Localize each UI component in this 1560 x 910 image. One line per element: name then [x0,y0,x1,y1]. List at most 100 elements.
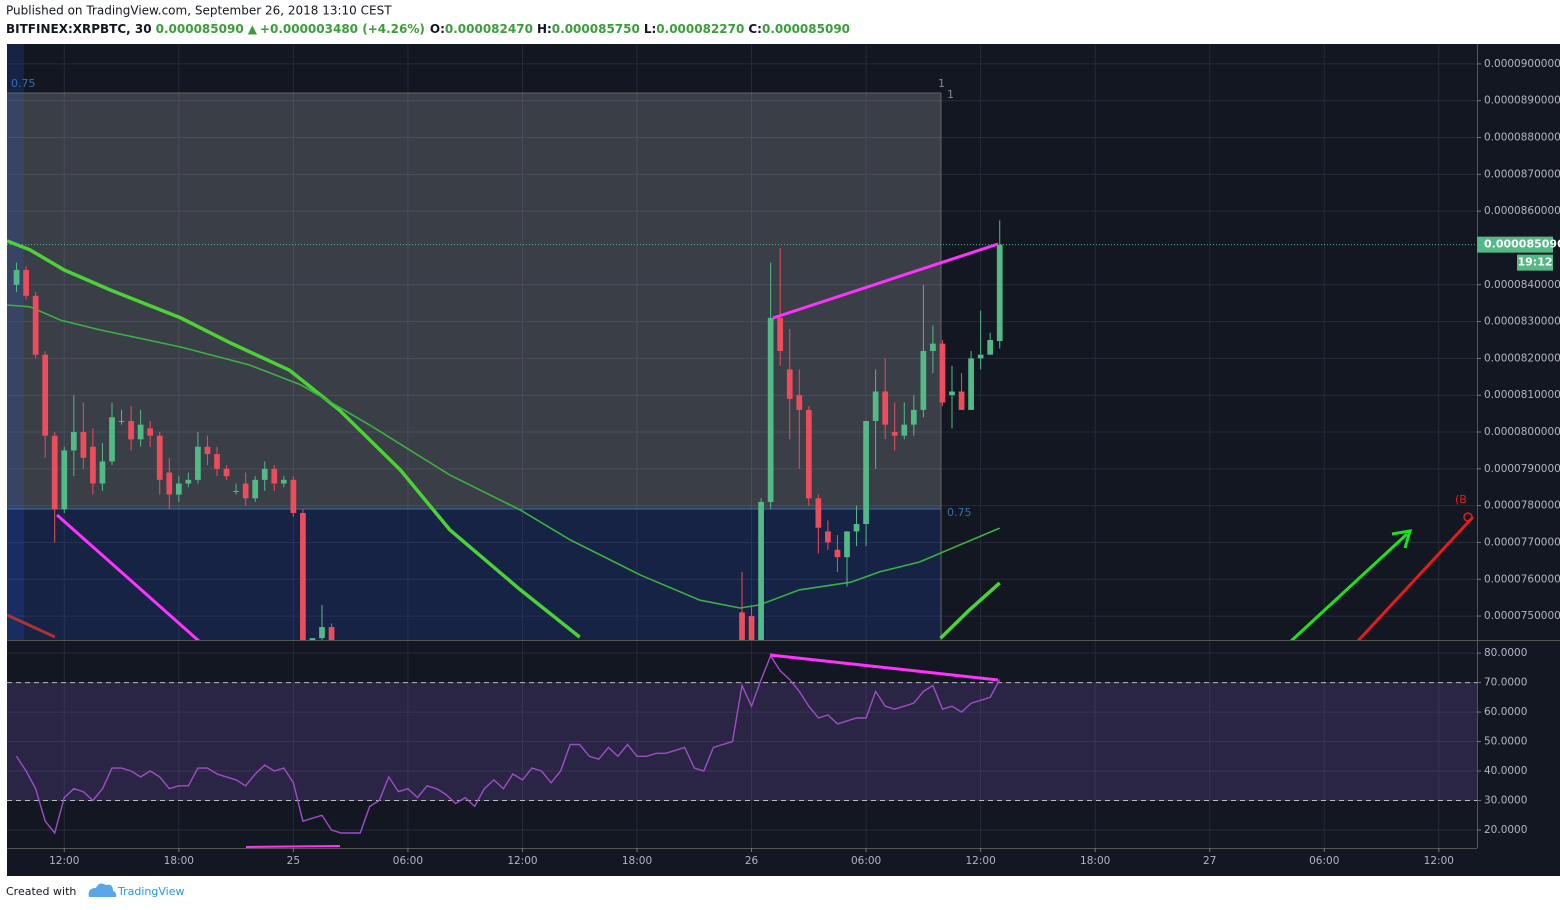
candle-body [882,391,889,425]
candle-body [156,435,163,480]
candle-body [280,479,287,484]
y-tick-label: 0.0000870000 [1484,168,1560,180]
change-arrow: ▲ [248,22,258,36]
fib-band [7,44,24,640]
candle-body [185,479,192,484]
x-tick-label: 06:00 [851,855,881,867]
candle-body [118,420,125,422]
candle-body [767,317,774,502]
countdown: 19:12 [1517,256,1552,269]
candle-body [70,432,77,451]
candle-body [844,531,850,558]
candle-body [777,317,784,352]
candle-body [939,343,946,403]
candle-body [786,369,793,399]
rsi-pane [7,654,1477,835]
candle-body [328,627,335,640]
x-tick-label: 25 [287,855,300,867]
candle-body [242,483,249,499]
candle-body [214,454,220,469]
symbol: BITFINEX:XRPBTC, 30 [6,22,152,36]
candle-body [290,479,297,513]
candle-body [42,354,49,436]
symbol-line: BITFINEX:XRPBTC, 30 0.000085090 ▲ +0.000003… [6,22,850,36]
candle-body [252,479,259,499]
candle-body [99,461,106,484]
x-tick-label: 18:00 [1080,855,1110,867]
y-tick-label: 70.0000 [1484,677,1527,689]
close-label: C: [748,22,762,36]
candle-body [949,391,955,396]
y-tick-label: 50.0000 [1484,736,1527,748]
candle-body [128,420,134,440]
chart-background [7,44,1560,876]
candle-body [13,270,20,285]
low: 0.000082270 [656,22,744,36]
candle-body [901,424,908,436]
candle-body [233,490,239,492]
y-tick-label: 0.0000780000 [1484,500,1560,512]
y-tick-label: 0.0000890000 [1484,95,1560,107]
arrow [1289,532,1409,640]
y-tick-label: 0.0000830000 [1484,316,1560,328]
x-tick-label: 18:00 [622,855,652,867]
footer-text: Created with [6,885,76,898]
anchor [1463,512,1473,522]
rsi-line [15,654,1001,835]
candle-body [968,358,974,410]
candle-body [930,343,936,352]
y-tick-label: 0.0000790000 [1484,463,1560,475]
candle-body [51,435,58,510]
y-tick-label: 0.0000760000 [1484,573,1560,585]
candle-body [32,295,39,355]
candle-body [748,616,755,640]
y-tick-label: 60.0000 [1484,706,1527,718]
candle-body [891,432,898,436]
moving-average [7,239,1001,640]
candle-body [977,354,984,359]
drawings: (B 0.75 1 1 0.75 [7,77,1475,640]
fib-zone-upper [7,93,941,509]
candle-body [195,446,201,480]
candle-body [863,420,869,525]
rsi-drawings [245,653,999,848]
candle-body [805,409,812,499]
y-tick-label: 0.0000860000 [1484,205,1560,217]
published-note: Published on TradingView.com, September … [6,4,392,18]
x-tick-label: 06:00 [393,855,423,867]
trend-line [245,845,341,848]
footer-brand[interactable]: TradingView [117,885,184,898]
fib-label: 0.75 [11,77,36,90]
y-tick-label: 40.0000 [1484,765,1527,777]
x-tick-label: 12:00 [507,855,537,867]
x-tick-label: 12:00 [1424,855,1454,867]
low-label: L: [644,22,656,36]
candle-body [910,409,917,425]
candle-body [309,638,316,640]
candle-body [80,432,87,458]
candle-body [739,612,745,640]
trend-line [7,613,56,639]
candle-body [796,395,803,410]
axes: 12:00 18:00 25 06:00 12:00 18:00 26 06:00 12:00 1… [49,58,1560,867]
fib-label: 1 [947,88,954,101]
moving-average [7,304,1001,609]
candle-body [175,483,182,495]
trend-line [769,653,999,682]
high-label: H: [537,22,552,36]
logo [88,883,117,897]
candle-body [996,244,1003,342]
y-tick-label: 0.0000840000 [1484,279,1560,291]
high: 0.000085750 [552,22,640,36]
candle-body [920,351,927,410]
candle-body [300,512,306,640]
last-price-label: 0.000085090 [1484,238,1560,251]
x-tick-label: 27 [1203,855,1216,867]
wave-label: (B [1455,493,1467,506]
y-tick-label: 80.0000 [1484,647,1527,659]
change: +0.000003480 (+4.26%) [260,22,425,36]
price-pane [7,44,942,640]
rsi-band [7,682,1477,801]
y-tick-label: 20.0000 [1484,824,1527,836]
last-price-tag [1477,236,1553,253]
